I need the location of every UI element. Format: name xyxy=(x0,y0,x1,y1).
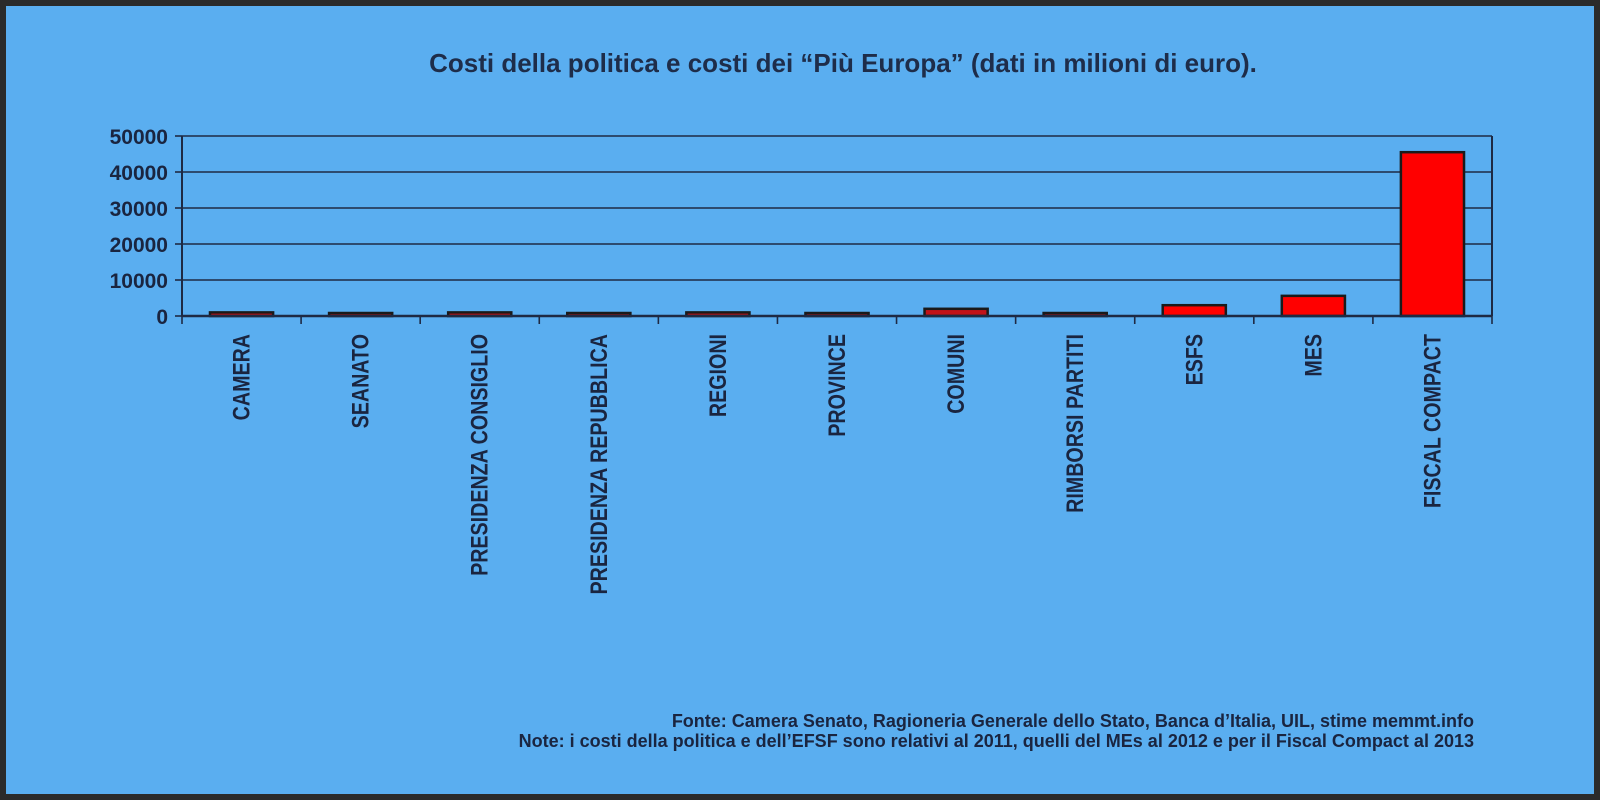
y-tick-label: 20000 xyxy=(110,234,168,257)
x-tick-label: RIMBORSI PARTITI xyxy=(1061,334,1088,513)
bar-fiscal-compact xyxy=(1399,150,1466,318)
x-tick-label: REGIONI xyxy=(704,334,731,417)
x-axis-labels: CAMERA SEANATO PRESIDENZA CONSIGLIO PRESIDE… xyxy=(228,333,1446,594)
y-tick-label: 10000 xyxy=(110,270,168,293)
x-tick-label: MES xyxy=(1299,334,1326,377)
axes xyxy=(181,136,1493,324)
gridlines xyxy=(182,135,1492,317)
x-tick-label: SEANATO xyxy=(347,334,374,428)
x-tick-label: ESFS xyxy=(1180,334,1207,385)
footnote: Note: i costi della politica e dell’EFSF… xyxy=(519,731,1474,751)
y-axis-ticks: 0 10000 20000 30000 40000 50000 xyxy=(110,126,182,329)
bar-chart: Costi della politica e costi dei “Più Eu… xyxy=(110,48,1493,751)
x-tick-label: PROVINCE xyxy=(823,334,850,437)
source-note: Fonte: Camera Senato, Ragioneria General… xyxy=(672,711,1474,731)
y-tick-label: 50000 xyxy=(110,126,168,149)
y-tick-label: 0 xyxy=(156,306,168,329)
x-tick-label: CAMERA xyxy=(228,334,255,420)
y-tick-label: 30000 xyxy=(110,198,168,221)
chart-panel: Costi della politica e costi dei “Più Eu… xyxy=(6,6,1594,794)
x-tick-label: FISCAL COMPACT xyxy=(1419,333,1446,508)
x-tick-label: PRESIDENZA REPUBBLICA xyxy=(585,334,612,595)
y-tick-label: 40000 xyxy=(110,162,168,185)
bars xyxy=(208,150,1466,318)
bar-esfs xyxy=(1161,303,1228,318)
x-tick-label: COMUNI xyxy=(942,334,969,414)
bar-mes xyxy=(1280,294,1347,318)
x-tick-label: PRESIDENZA CONSIGLIO xyxy=(466,334,493,576)
chart-title: Costi della politica e costi dei “Più Eu… xyxy=(429,48,1257,78)
